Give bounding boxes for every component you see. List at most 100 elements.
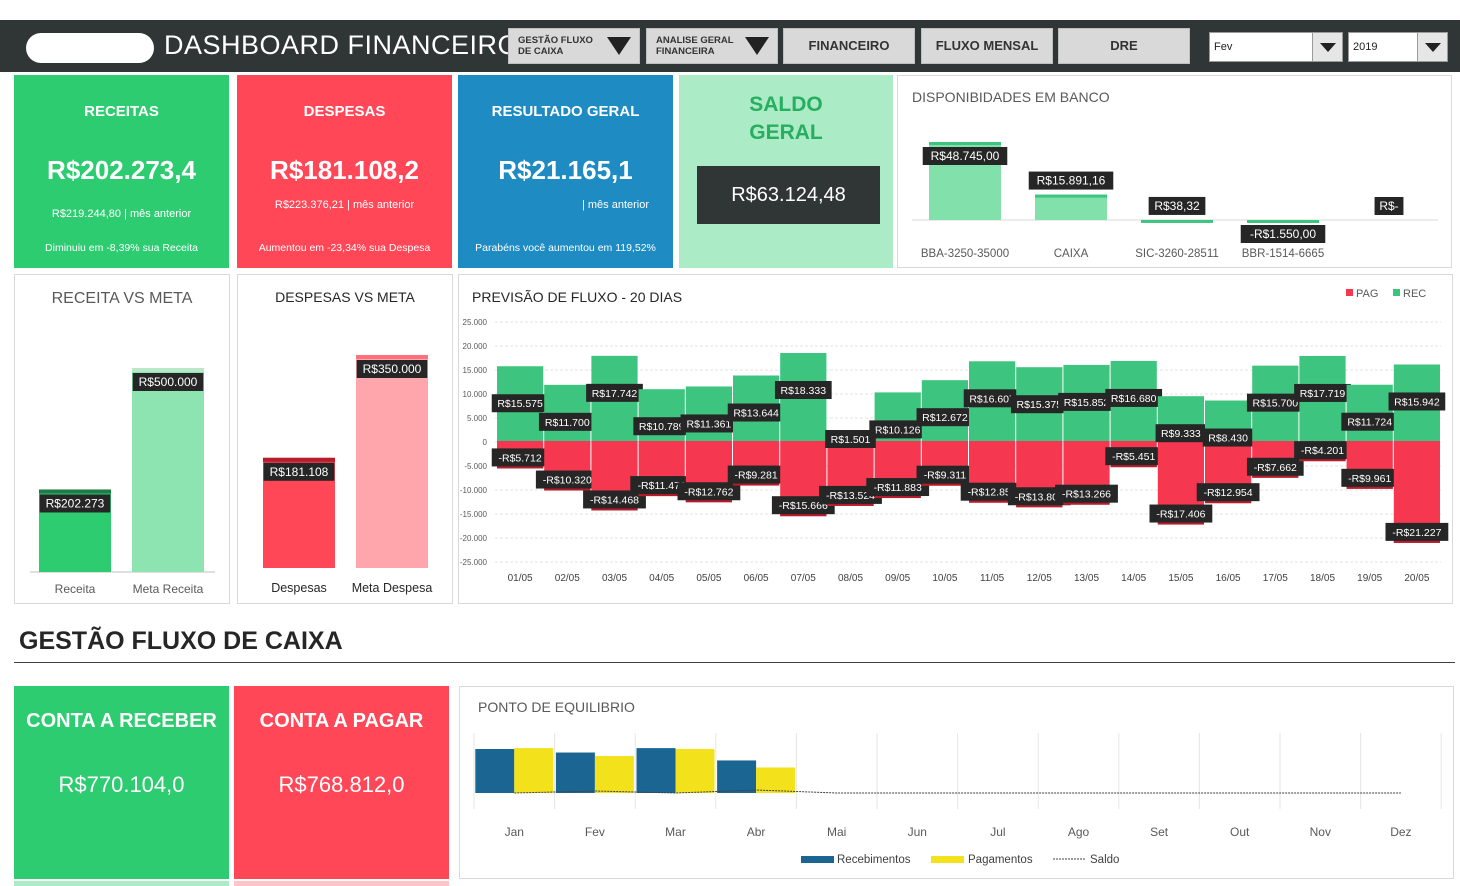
pag-label-bg <box>1341 468 1399 487</box>
bank-category: BBA-3250-35000 <box>921 248 1009 260</box>
rec-label: R$15.575 <box>497 398 543 410</box>
pag-label-bg <box>771 496 835 515</box>
rec-label-bg <box>680 414 738 433</box>
analise-geral-dropdown[interactable]: ANALISE GERAL FINANCEIRA <box>646 28 778 64</box>
bank-label-bg <box>1148 196 1206 215</box>
pag-bar-cap <box>1110 464 1157 468</box>
recebimentos-bar <box>555 752 595 793</box>
pag-label: -R$9.961 <box>1348 473 1391 485</box>
pag-label-bg <box>866 478 930 497</box>
rec-label: R$13.644 <box>733 408 779 420</box>
x-tick-label: 02/05 <box>555 573 580 584</box>
meta-bar-cap <box>39 489 111 494</box>
bank-label: -R$1.550,00 <box>1250 227 1316 241</box>
pag-bar-cap <box>780 513 827 517</box>
rec-label-bg <box>1294 383 1351 402</box>
pag-label-bg <box>1007 487 1071 506</box>
meta-label-bg <box>356 360 428 378</box>
card-bottom-strip <box>14 881 229 886</box>
financeiro-button[interactable]: FINANCEIRO <box>783 28 915 64</box>
pag-label-bg <box>1055 484 1118 503</box>
saldo-title-line2: GERAL <box>749 121 823 144</box>
rec-label-bg <box>1105 388 1163 407</box>
section-title: GESTÃO FLUXO DE CAIXA <box>19 627 343 655</box>
x-tick-label: 09/05 <box>885 573 910 584</box>
x-tick-label: 08/05 <box>838 573 863 584</box>
pagamentos-bar <box>675 749 715 793</box>
rec-label-bg <box>1388 392 1446 411</box>
x-tick-label: 18/05 <box>1310 573 1335 584</box>
despesas-meta-panel: DESPESAS VS META R$181.108 Despesas R$350.… <box>237 274 453 604</box>
pag-label-bg <box>1105 447 1163 466</box>
resultado-value: R$21.165,1 <box>498 155 633 185</box>
pag-label: -R$11.883 <box>874 482 922 494</box>
x-tick-label: Nov <box>1310 825 1331 839</box>
fluxo-mensal-button[interactable]: FLUXO MENSAL <box>921 28 1053 64</box>
pag-label: -R$13.805 <box>1015 491 1064 503</box>
meta-label-bg <box>132 373 204 391</box>
saldo-label-bg <box>825 430 876 448</box>
meta-bar-cap <box>132 368 204 372</box>
conta-pagar-value: R$768.812,0 <box>278 772 405 797</box>
x-tick-label: 05/05 <box>696 573 721 584</box>
meta-bar-cap <box>356 355 428 359</box>
legend-recebimentos-swatch <box>801 856 834 863</box>
chevron-down-icon <box>607 37 631 55</box>
y-tick-label: -15.000 <box>460 510 488 519</box>
rec-label: R$11.700 <box>545 417 590 429</box>
pag-label-bg <box>1196 483 1260 502</box>
year-select-toggle[interactable] <box>1417 33 1447 61</box>
meta-label: R$500.000 <box>139 375 198 389</box>
legend-pag-swatch <box>1346 289 1353 296</box>
pag-label: -R$12.762 <box>684 486 733 498</box>
pagamentos-bar <box>594 756 634 793</box>
app-title: DASHBOARD FINANCEIRO <box>164 30 520 60</box>
meta-bar <box>356 355 428 568</box>
legend-pagamentos-swatch <box>931 856 964 863</box>
bank-bar <box>1035 194 1107 220</box>
dre-button[interactable]: DRE <box>1058 28 1190 64</box>
pag-label-bg <box>960 482 1024 501</box>
chevron-down-icon <box>745 37 769 55</box>
x-tick-label: Mar <box>665 825 686 839</box>
pag-bar-cap <box>685 499 732 503</box>
conta-receber-title: CONTA A RECEBER <box>26 710 217 732</box>
legend-saldo-label: Saldo <box>1090 854 1119 866</box>
year-select[interactable]: 2019 <box>1348 32 1448 62</box>
month-select[interactable]: Fev <box>1209 32 1343 62</box>
despesas-card: DESPESAS R$181.108,2 R$223.376,21 | mês … <box>237 75 452 268</box>
pag-bar-cap <box>638 493 685 497</box>
pag-label: -R$17.406 <box>1156 509 1205 521</box>
gestao-fluxo-dropdown[interactable]: GESTÃO FLUXO DE CAIXA <box>508 28 640 64</box>
pag-label-bg <box>1294 441 1351 460</box>
receitas-footer: Diminuiu em -8,39% sua Receita <box>45 242 198 254</box>
recebimentos-bar <box>717 760 757 793</box>
rec-label-bg <box>633 417 691 436</box>
disponibilidades-title: DISPONIBIDADES EM BANCO <box>912 89 1110 105</box>
pag-label-bg <box>677 482 741 501</box>
pag-label: -R$4.201 <box>1301 445 1344 457</box>
saldo-title-line1: SALDO <box>749 93 823 116</box>
pag-bar-cap <box>921 482 968 486</box>
receita-meta-title: RECEITA VS META <box>51 290 193 307</box>
conta-receber-value: R$770.104,0 <box>58 772 185 797</box>
y-tick-label: -25.000 <box>460 558 488 567</box>
pag-label-bg <box>1385 522 1449 541</box>
meta-label: R$202.273 <box>46 496 105 510</box>
bank-label: R$38,32 <box>1154 199 1200 213</box>
rec-label-bg <box>1341 412 1399 431</box>
pag-label: -R$13.524 <box>826 490 875 502</box>
bank-label: R$- <box>1379 199 1398 213</box>
rec-label: R$11.361 <box>687 418 732 430</box>
y-tick-label: 0 <box>483 438 488 447</box>
rec-label-bg <box>869 420 927 439</box>
pag-label-bg <box>583 490 646 509</box>
y-tick-label: 10.000 <box>463 390 488 399</box>
month-select-toggle[interactable] <box>1312 33 1342 61</box>
saldo-title: SALDO GERAL <box>679 91 893 147</box>
x-tick-label: Set <box>1150 825 1169 839</box>
despesas-meta-chart: R$181.108 Despesas R$350.000 Meta Despesa <box>263 355 432 595</box>
pag-label-bg <box>727 465 785 484</box>
legend-pag-label: PAG <box>1356 288 1378 300</box>
pag-label-bg <box>819 485 882 504</box>
